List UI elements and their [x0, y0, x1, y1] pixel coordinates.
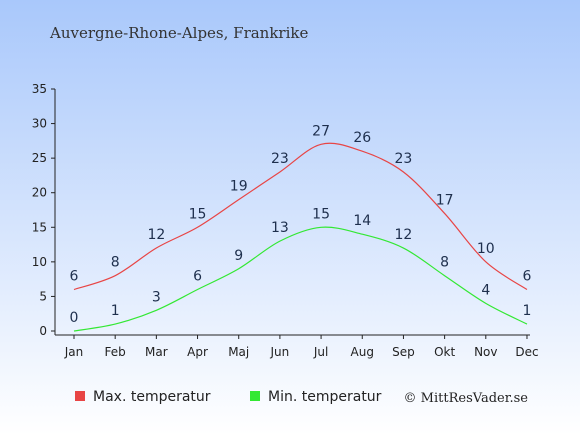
series-line-1 — [73, 226, 528, 332]
data-label-s0-5: 23 — [271, 151, 289, 167]
data-label-s1-2: 3 — [152, 289, 161, 305]
data-label-s1-8: 12 — [395, 227, 413, 243]
data-label-s1-3: 6 — [193, 269, 202, 285]
data-label-s0-10: 10 — [477, 241, 495, 257]
y-tick-label-2: 10 — [32, 255, 47, 269]
x-tick-label-4: Maj — [228, 345, 249, 359]
data-label-s1-1: 1 — [111, 303, 120, 319]
data-label-s1-5: 13 — [271, 220, 289, 236]
series-line-0 — [73, 142, 528, 291]
y-tick-label-4: 20 — [32, 186, 47, 200]
data-label-s0-6: 27 — [312, 123, 330, 139]
x-tick-label-1: Feb — [105, 345, 126, 359]
data-label-s1-4: 9 — [234, 248, 243, 264]
copyright-text: © MittResVader.se — [404, 391, 529, 406]
y-tick-label-3: 15 — [32, 220, 47, 234]
data-label-s0-2: 12 — [147, 227, 165, 243]
x-tick-label-3: Apr — [187, 345, 208, 359]
x-tick-label-9: Okt — [434, 345, 455, 359]
y-tick-label-1: 5 — [39, 289, 47, 303]
chart-title: Auvergne-Rhone-Alpes, Frankrike — [49, 24, 308, 42]
x-tick-label-5: Jun — [270, 345, 290, 359]
data-label-s0-7: 26 — [353, 130, 371, 146]
data-label-s0-0: 6 — [70, 269, 79, 285]
y-tick-label-0: 0 — [39, 324, 47, 338]
y-tick-label-7: 35 — [32, 82, 47, 96]
data-label-s0-3: 15 — [189, 206, 207, 222]
data-label-s1-0: 0 — [70, 310, 79, 326]
data-label-s1-9: 8 — [440, 255, 449, 271]
y-tick-label-5: 25 — [32, 151, 47, 165]
data-label-s1-7: 14 — [353, 213, 371, 229]
data-label-s0-4: 19 — [230, 179, 248, 195]
x-tick-label-6: Jul — [313, 345, 328, 359]
legend-label-0: Max. temperatur — [93, 389, 211, 405]
y-tick-label-6: 30 — [32, 117, 47, 131]
x-tick-label-0: Jan — [64, 345, 84, 359]
x-tick-label-10: Nov — [474, 345, 497, 359]
x-tick-label-8: Sep — [392, 345, 415, 359]
x-tick-label-2: Mar — [145, 345, 168, 359]
data-label-s1-6: 15 — [312, 206, 330, 222]
legend-label-1: Min. temperatur — [268, 389, 382, 405]
x-tick-label-7: Aug — [351, 345, 374, 359]
legend: Max. temperatur Min. temperatur — [75, 389, 382, 405]
x-tick-label-11: Dec — [515, 345, 538, 359]
legend-swatch-0 — [75, 391, 85, 401]
data-label-s0-8: 23 — [395, 151, 413, 167]
legend-swatch-1 — [250, 391, 260, 401]
data-label-s0-1: 8 — [111, 255, 120, 271]
data-label-s1-10: 4 — [481, 282, 490, 298]
data-label-s1-11: 1 — [523, 303, 532, 319]
data-label-s0-11: 6 — [523, 269, 532, 285]
data-label-s0-9: 17 — [436, 192, 454, 208]
